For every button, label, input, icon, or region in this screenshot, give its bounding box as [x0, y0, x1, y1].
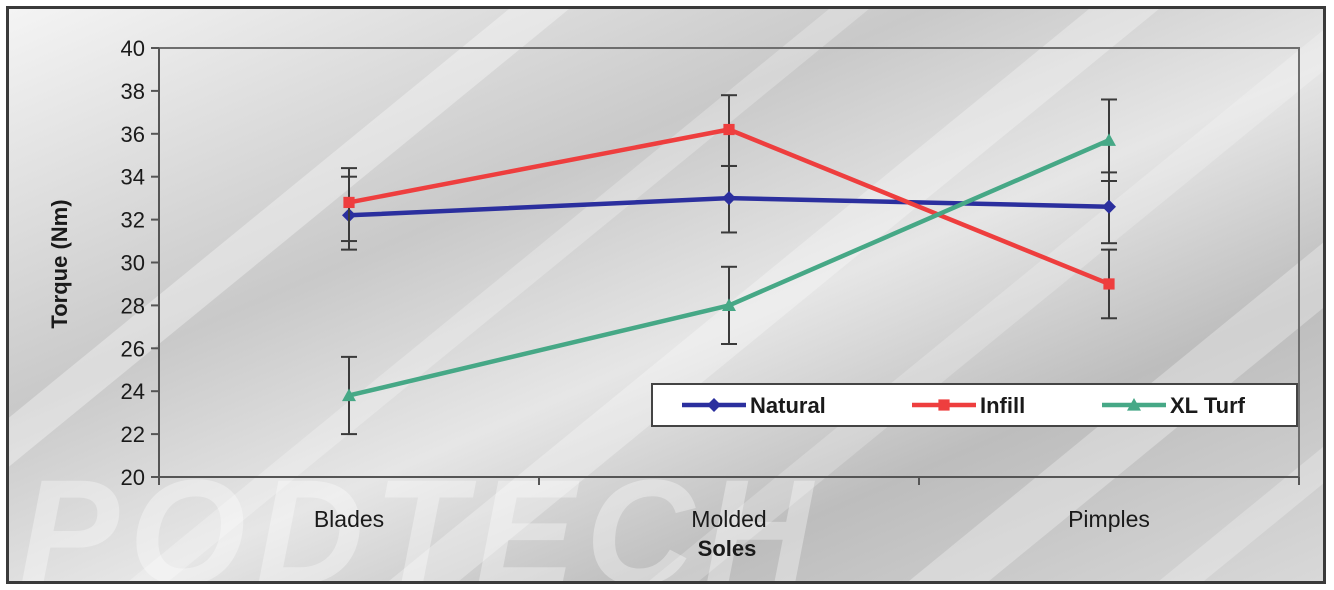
data-point-xl-turf	[342, 388, 356, 402]
legend-label-infill: Infill	[980, 393, 1025, 418]
y-tick-label: 26	[121, 336, 145, 361]
y-tick-label: 22	[121, 422, 145, 447]
y-tick-label: 36	[121, 122, 145, 147]
y-tick-label: 32	[121, 208, 145, 233]
data-point-xl-turf	[1102, 133, 1116, 146]
x-tick-label: Molded	[691, 506, 766, 532]
data-point-xl-turf	[722, 298, 736, 311]
chart-background	[9, 9, 1323, 581]
data-point-natural	[1102, 199, 1116, 214]
background-streak	[9, 9, 569, 467]
data-point-natural	[722, 191, 736, 206]
x-tick-label: Blades	[314, 506, 384, 532]
data-point-infill	[343, 196, 355, 209]
watermark: PODTECH	[19, 448, 822, 581]
y-tick-label: 24	[121, 379, 145, 404]
series-xl-turf	[341, 98, 1117, 436]
legend-marker-infill	[938, 399, 950, 411]
data-point-infill	[723, 123, 735, 136]
background-streak	[649, 30, 1323, 581]
y-axis-label: Torque (Nm)	[47, 199, 72, 328]
legend: Natural Infill XL Turf	[651, 383, 1298, 427]
y-tick-label: 34	[121, 165, 145, 190]
y-tick-label: 38	[121, 79, 145, 104]
chart-frame: PODTECH 20 22 24 26 28 30 32 34 36 38 40 Blades Mold…	[6, 6, 1326, 584]
y-tick-label: 30	[121, 251, 145, 276]
x-tick-label: Pimples	[1068, 506, 1150, 532]
data-point-infill	[1103, 278, 1115, 290]
y-tick-label: 28	[121, 293, 145, 318]
background-streak	[389, 9, 1159, 581]
legend-marker-xl-turf	[1127, 398, 1141, 411]
legend-marker-natural	[707, 398, 721, 412]
background-streaks	[9, 9, 1323, 581]
background-streak	[129, 9, 869, 581]
legend-label-xl-turf: XL Turf	[1170, 393, 1246, 418]
legend-label-natural: Natural	[750, 393, 826, 418]
plot-area: 20 22 24 26 28 30 32 34 36 38 40 Blades Molded Pimple…	[121, 36, 1300, 532]
series-infill	[341, 94, 1117, 320]
x-axis-label: Soles	[698, 536, 757, 561]
y-tick-label: 20	[121, 465, 145, 490]
y-tick-label: 40	[121, 36, 145, 61]
line-chart: PODTECH 20 22 24 26 28 30 32 34 36 38 40 Blades Mold…	[9, 9, 1323, 581]
